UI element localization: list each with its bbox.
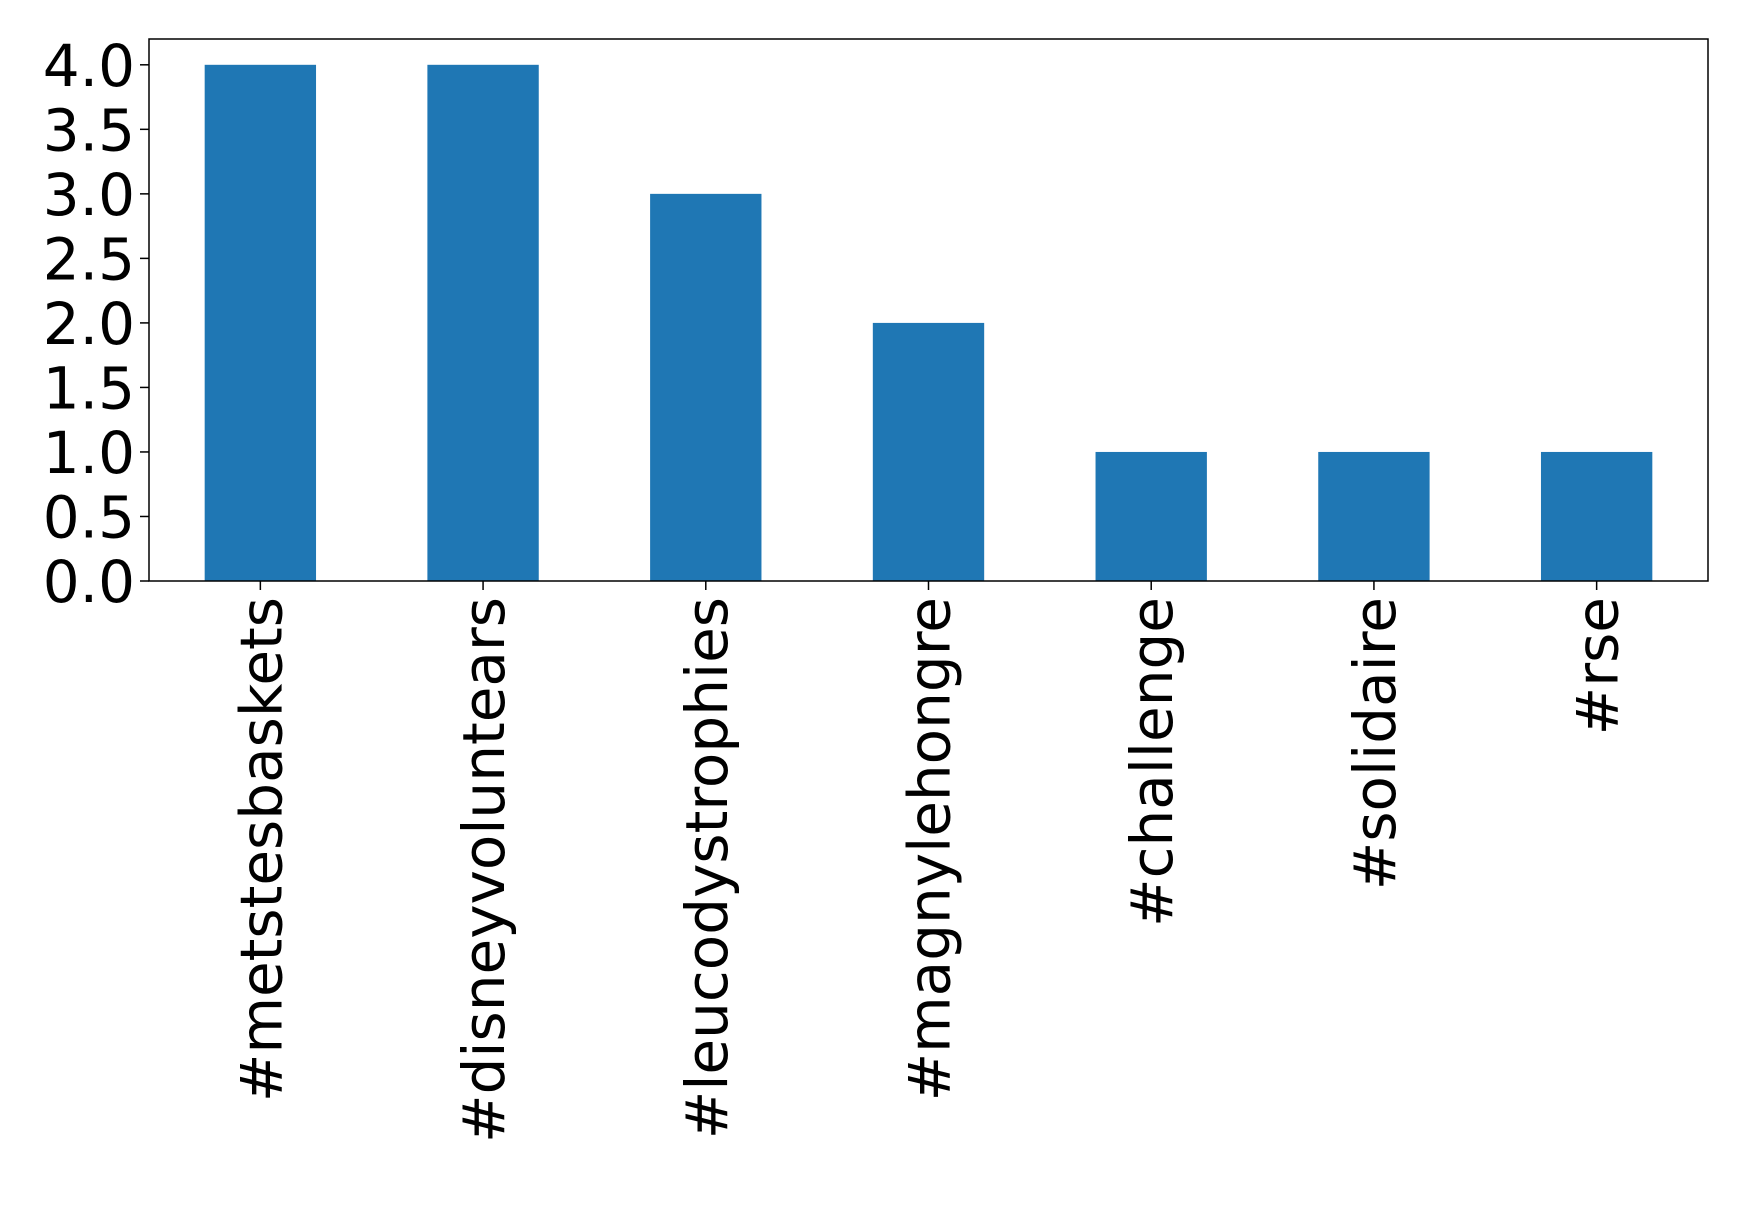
x-tick-label: #rse — [1564, 597, 1632, 735]
y-tick-label: 1.0 — [43, 419, 135, 487]
x-tick-label: #magnylehongre — [896, 597, 964, 1101]
y-tick-label: 0.0 — [43, 548, 135, 616]
x-tick-label: #leucodystrophies — [673, 597, 741, 1139]
bar — [872, 322, 985, 581]
x-tick-label: #solidaire — [1341, 597, 1409, 890]
bar — [204, 64, 317, 582]
bar — [1540, 451, 1653, 581]
y-tick-label: 4.0 — [43, 32, 135, 100]
x-tick-label: #challenge — [1118, 597, 1186, 927]
y-tick-label: 1.5 — [43, 354, 135, 422]
bar — [427, 64, 539, 582]
y-tick-label: 3.5 — [43, 96, 135, 164]
bar — [650, 193, 762, 581]
bar — [1318, 451, 1430, 581]
y-tick-label: 2.0 — [43, 290, 135, 358]
bar — [1095, 451, 1207, 581]
x-tick-label: #disneyvoluntears — [450, 597, 518, 1143]
plot-frame — [148, 38, 1709, 582]
y-tick-label: 2.5 — [43, 225, 135, 293]
x-tick-label: #metstesbaskets — [227, 597, 295, 1102]
y-tick-label: 0.5 — [43, 483, 135, 551]
y-tick-label: 3.0 — [43, 161, 135, 229]
